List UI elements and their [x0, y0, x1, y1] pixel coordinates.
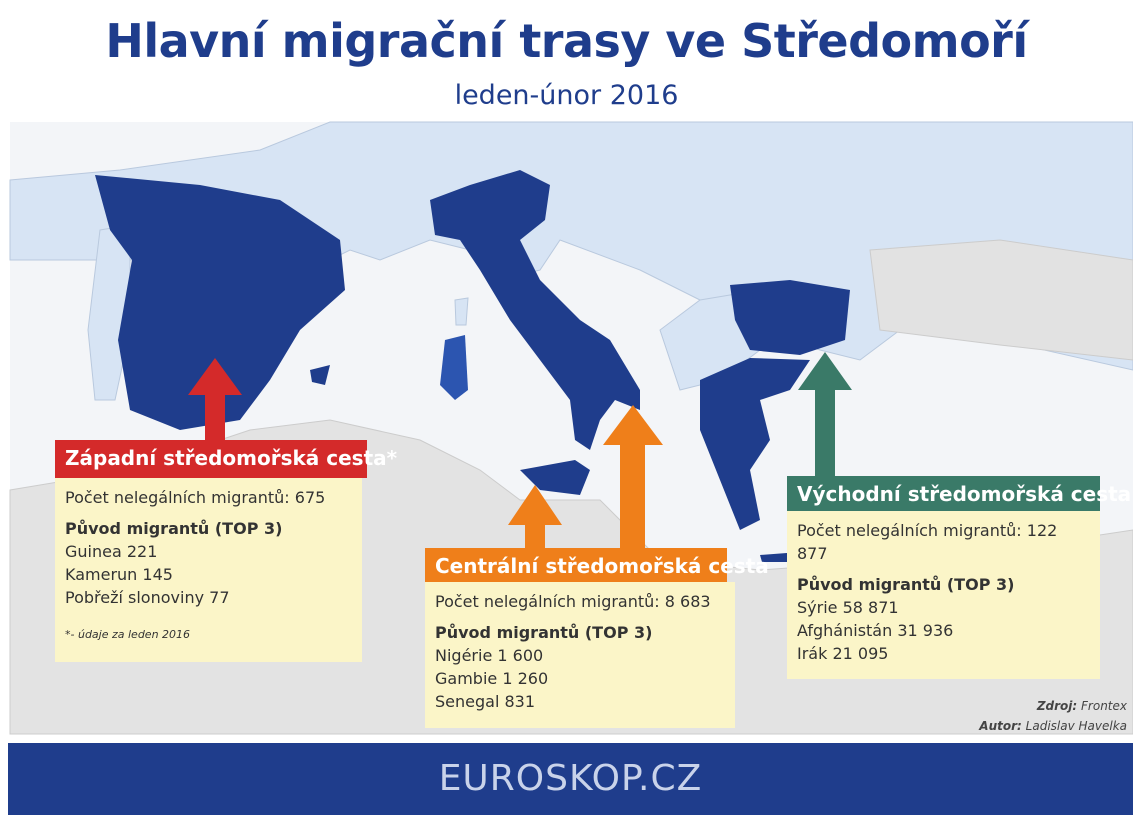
author-label: Autor: — [979, 719, 1022, 733]
origin-item: Sýrie 58 871 — [797, 598, 899, 617]
turkey — [869, 239, 1133, 361]
origin-item: Nigérie 1 600 — [435, 646, 544, 665]
migrant-count: Počet nelegálních migrantů: 675 — [65, 488, 326, 507]
origin-item: Pobřeží slonoviny 77 — [65, 588, 230, 607]
italy — [430, 170, 640, 450]
subtitle: leden-únor 2016 — [454, 80, 679, 111]
origin-item: Kamerun 145 — [65, 565, 173, 584]
balearic — [310, 365, 330, 385]
origin-heading: Původ migrantů (TOP 3) — [435, 623, 653, 642]
title: Hlavní migrační trasy ve Středomoří — [105, 14, 1028, 68]
corsica — [454, 297, 469, 326]
sardinia — [440, 335, 468, 400]
route-label: Centrální středomořská cesta — [425, 548, 769, 582]
route-label: Západní středomořská cesta* — [55, 440, 397, 478]
source-label: Zdroj: — [1036, 699, 1078, 713]
route-box: Počet nelegálních migrantů: 8 683 Původ m… — [425, 582, 735, 728]
arrow-central-2 — [603, 405, 663, 548]
route-label: Východní středomořská cesta — [787, 476, 1131, 511]
migrant-count: Počet nelegálních migrantů: 122 877 — [797, 521, 1058, 563]
arrow-central-1 — [508, 485, 562, 548]
origin-item: Gambie 1 260 — [435, 669, 549, 688]
credits: Zdroj: Frontex Autor: Ladislav Havelka — [979, 696, 1127, 736]
sicily — [520, 460, 590, 495]
spain — [95, 175, 345, 430]
origin-item: Irák 21 095 — [797, 644, 889, 663]
footer-logo: EUROSKOP.CZ — [8, 743, 1133, 815]
origin-item: Afghánistán 31 936 — [797, 621, 954, 640]
route-box: Počet nelegálních migrantů: 675 Původ mig… — [55, 478, 362, 662]
bulgaria — [730, 280, 850, 355]
origin-item: Senegal 831 — [435, 692, 536, 711]
origin-item: Guinea 221 — [65, 542, 158, 561]
arrow-west — [188, 358, 242, 440]
migrant-count: Počet nelegálních migrantů: 8 683 — [435, 592, 711, 611]
origin-heading: Původ migrantů (TOP 3) — [65, 519, 283, 538]
route-box: Počet nelegálních migrantů: 122 877 Původ… — [787, 511, 1100, 679]
source-value: Frontex — [1081, 699, 1127, 713]
author-value: Ladislav Havelka — [1025, 719, 1127, 733]
note: *- údaje za leden 2016 — [65, 628, 191, 641]
arrow-east — [798, 352, 852, 476]
origin-heading: Původ migrantů (TOP 3) — [797, 575, 1015, 594]
greece — [700, 358, 810, 530]
